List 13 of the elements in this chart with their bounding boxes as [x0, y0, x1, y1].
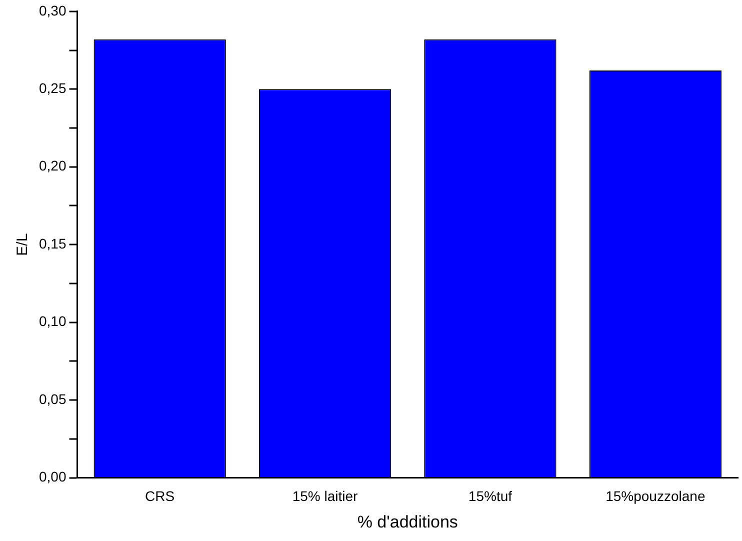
y-axis-title: E/L — [14, 233, 32, 256]
x-axis-title: % d'additions — [357, 512, 458, 532]
y-tick-label: 0,15 — [39, 235, 66, 252]
y-tick-label: 0,25 — [39, 80, 66, 96]
x-tick-label: CRS — [145, 488, 175, 504]
y-tick-label: 0,00 — [39, 468, 66, 485]
y-tick-label: 0,10 — [39, 313, 66, 330]
y-tick-label: 0,30 — [39, 2, 66, 18]
x-tick-label: 15%pouzzolane — [606, 488, 706, 504]
y-tick-label: 0,05 — [39, 390, 66, 407]
x-tick-label: 15%tuf — [468, 488, 512, 504]
y-tick-label: 0,20 — [39, 158, 66, 174]
x-tick-label: 15% laitier — [292, 488, 358, 504]
